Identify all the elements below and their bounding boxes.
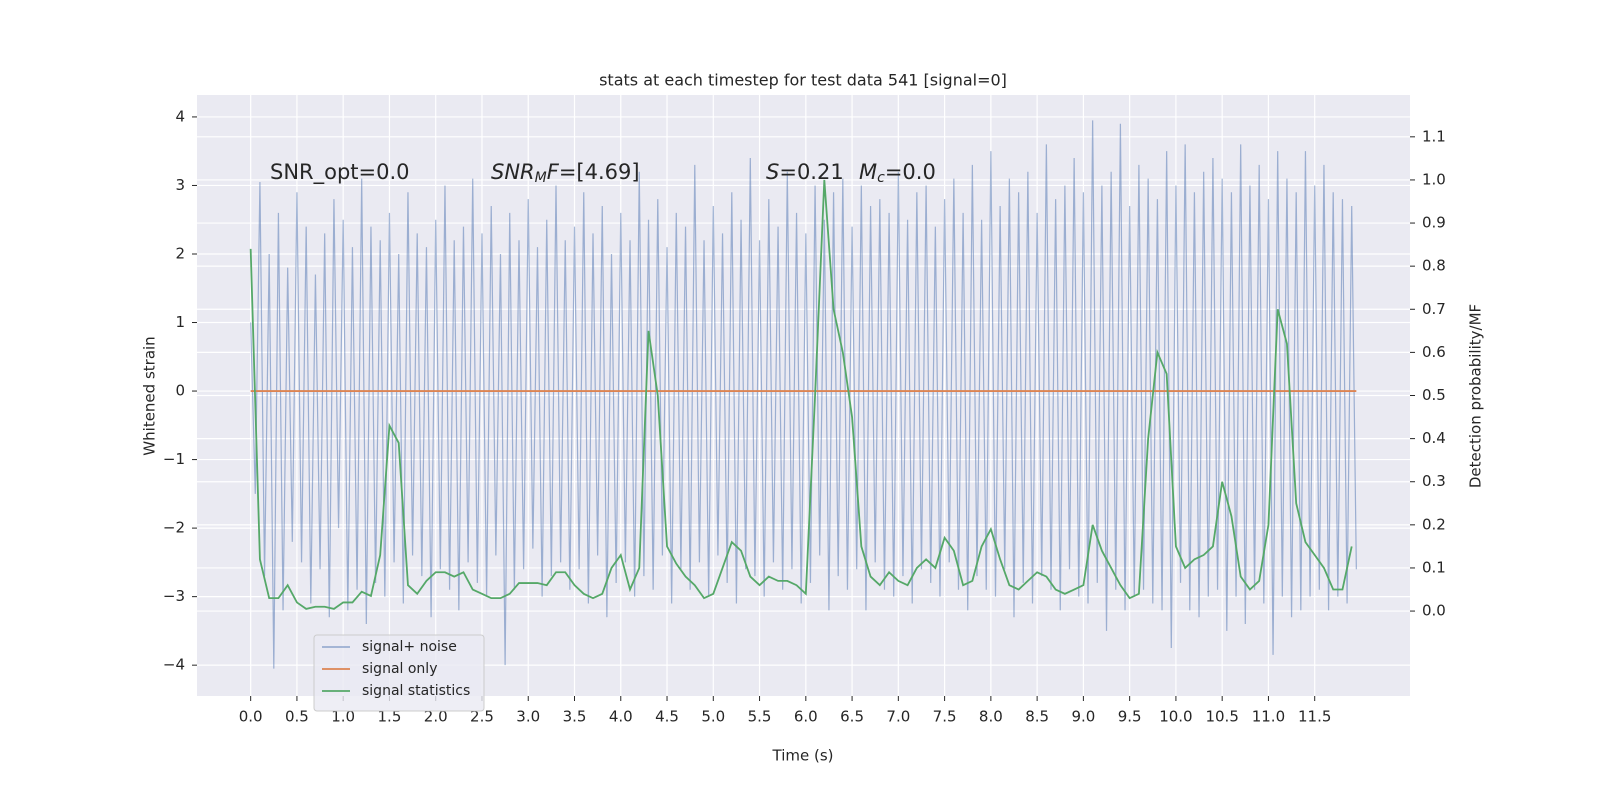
annotation-part: =[4.69] [559,160,640,184]
y2-tick-label: 0.0 [1422,602,1446,620]
y2-tick-label: 0.1 [1422,558,1446,576]
annotation-part: F [547,160,560,184]
x-tick-label: 5.0 [701,708,725,726]
y-tick-label: −1 [163,450,185,468]
y-tick-label: −2 [163,519,185,537]
x-tick-label: 9.0 [1071,708,1095,726]
x-axis-label: Time (s) [772,747,834,765]
y2-tick-label: 0.6 [1422,343,1446,361]
chart-title: stats at each timestep for test data 541… [599,71,1007,90]
y2-tick-label: 1.1 [1422,127,1446,145]
annotation: S=0.21 [766,160,844,184]
legend-label: signal statistics [362,683,470,699]
y-tick-label: 4 [175,107,185,125]
y2-tick-label: 0.9 [1422,214,1446,232]
annotation: Mc=0.0 [859,160,936,186]
y-tick-label: 0 [175,382,185,400]
legend-label: signal only [362,661,437,677]
x-tick-label: 10.0 [1159,708,1192,726]
annotation-part: SNR [491,160,535,184]
x-tick-label: 4.0 [609,708,633,726]
series-line [249,179,1353,610]
y-tick-label: 1 [175,313,185,331]
x-tick-label: 2.5 [470,708,494,726]
x-tick-label: 6.5 [840,708,864,726]
x-tick-label: 8.5 [1025,708,1049,726]
x-tick-label: 0.5 [285,708,309,726]
y-axis-label: Whitened strain [141,336,159,455]
y-tick-label: −4 [163,656,185,674]
y2-tick-label: 0.4 [1422,429,1446,447]
x-tick-label: 11.5 [1298,708,1331,726]
x-tick-label: 5.5 [748,708,772,726]
x-tick-label: 4.5 [655,708,679,726]
annotation-part: S [766,160,779,184]
x-tick-label: 6.0 [794,708,818,726]
annotation-part: M [859,160,877,184]
series-line [250,120,1357,669]
annotation: SNR_opt=0.0 [270,160,410,185]
x-tick-label: 11.0 [1252,708,1285,726]
x-tick-label: 9.5 [1118,708,1142,726]
annotation-part: =0.0 [885,160,936,184]
y2-tick-label: 0.2 [1422,515,1446,533]
legend-label: signal+ noise [362,639,457,655]
y2-tick-label: 0.3 [1422,472,1446,490]
x-tick-label: 7.0 [886,708,910,726]
x-tick-label: 3.0 [516,708,540,726]
legend-box [313,634,485,712]
annotation-part: =0.21 [779,160,843,184]
annotation-part: SNR_opt=0.0 [270,160,410,185]
x-tick-label: 7.5 [933,708,957,726]
x-tick-label: 1.5 [378,708,402,726]
x-tick-label: 0.0 [239,708,263,726]
y2-tick-label: 0.5 [1422,386,1446,404]
annotation-part: c [877,170,885,186]
y2-tick-label: 0.7 [1422,300,1446,318]
x-tick-label: 2.0 [424,708,448,726]
y-tick-label: −3 [163,587,185,605]
y2-tick-label: 1.0 [1422,170,1446,188]
x-tick-label: 3.5 [563,708,587,726]
x-tick-label: 1.0 [331,708,355,726]
y2-tick-label: 0.8 [1422,257,1446,275]
y2-axis-label: Detection probability/MF [1467,304,1485,488]
x-tick-label: 8.0 [979,708,1003,726]
annotation: SNRMF=[4.69] [491,160,640,186]
x-tick-label: 10.5 [1205,708,1238,726]
annotation-part: M [535,170,547,186]
legend: signal+ noise signal only signal statistic… [313,634,485,712]
y-tick-label: 2 [175,244,185,262]
y-tick-label: 3 [175,176,185,194]
